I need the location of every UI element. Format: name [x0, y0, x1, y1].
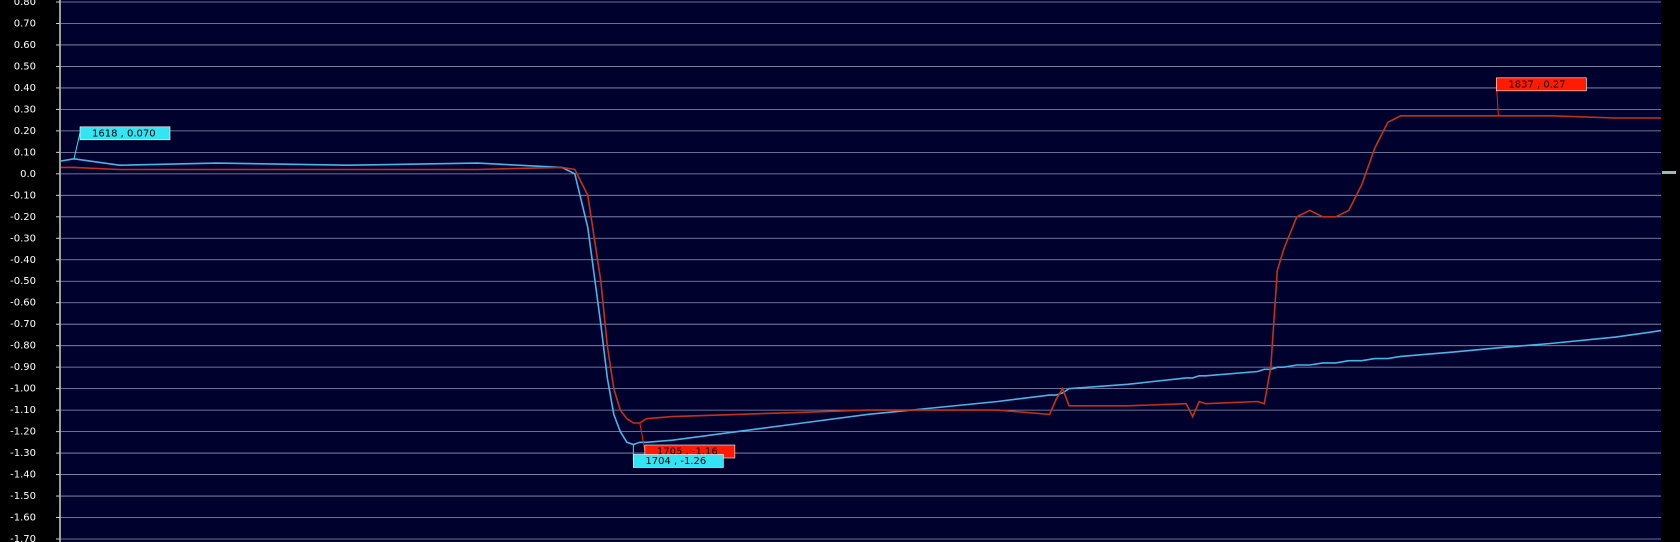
y-tick-label: -0.50 [10, 276, 36, 287]
annotation-text: 1705 , -1.16 [657, 447, 718, 458]
y-tick-label: 0.20 [14, 126, 36, 137]
y-tick-label: -1.30 [10, 448, 36, 459]
y-tick-label: 0.70 [14, 18, 36, 29]
y-tick-label: -0.10 [10, 190, 36, 201]
y-tick-label: -1.40 [10, 470, 36, 481]
y-tick-label: 0.40 [14, 83, 36, 94]
y-tick-label: 0.80 [14, 0, 36, 8]
annotation-pointer [639, 422, 646, 452]
y-tick-label: 0.30 [14, 104, 36, 115]
annotation-box [633, 454, 724, 468]
y-tick-label: -0.60 [10, 298, 36, 309]
y-tick-label: -0.20 [10, 212, 36, 223]
annotation-text: 1618 , 0.070 [92, 128, 156, 139]
series-line [60, 157, 1662, 446]
y-tick-label: 0.10 [14, 147, 36, 158]
y-tick-label: 0.60 [14, 40, 36, 51]
y-tick-label: -0.80 [10, 341, 36, 352]
y-tick-label: 0.50 [14, 61, 36, 72]
y-tick-label: 0.0 [20, 169, 36, 180]
annotation-text: 1704 , -1.26 [645, 456, 706, 467]
y-tick-label: -1.50 [10, 491, 36, 502]
y-tick-label: -1.20 [10, 427, 36, 438]
annotation-pointer [73, 132, 81, 159]
y-tick-label: -1.00 [10, 384, 36, 395]
y-tick-label: -1.10 [10, 405, 36, 416]
annotation-box [79, 126, 171, 141]
annotation-box [1496, 77, 1587, 92]
y-tick-label: -0.30 [10, 233, 36, 244]
plot-area [61, 0, 1661, 542]
y-tick-label: -0.90 [10, 362, 36, 373]
annotation-text: 1837 , 0.27 [1508, 79, 1565, 90]
scroll-marker [1662, 171, 1676, 174]
y-tick-label: -1.60 [10, 513, 36, 524]
y-tick-label: -0.70 [10, 319, 36, 330]
series-line [61, 115, 1661, 424]
y-tick-label: -1.70 [10, 534, 36, 542]
y-tick-label: -0.40 [10, 255, 36, 266]
